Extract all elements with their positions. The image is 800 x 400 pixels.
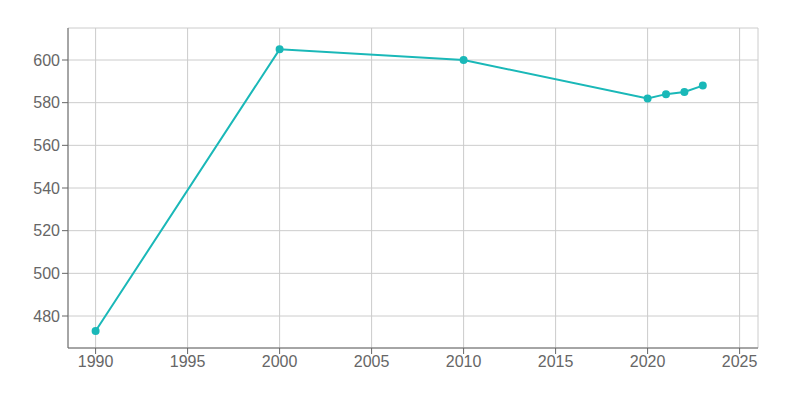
- svg-text:2000: 2000: [262, 353, 298, 370]
- svg-text:2005: 2005: [354, 353, 390, 370]
- svg-text:600: 600: [33, 52, 60, 69]
- svg-text:2015: 2015: [538, 353, 574, 370]
- svg-text:2010: 2010: [446, 353, 482, 370]
- svg-text:2020: 2020: [630, 353, 666, 370]
- svg-text:1990: 1990: [78, 353, 114, 370]
- svg-text:1995: 1995: [170, 353, 206, 370]
- svg-text:480: 480: [33, 308, 60, 325]
- svg-text:580: 580: [33, 94, 60, 111]
- svg-text:520: 520: [33, 222, 60, 239]
- svg-text:560: 560: [33, 137, 60, 154]
- svg-text:2025: 2025: [722, 353, 758, 370]
- svg-text:540: 540: [33, 180, 60, 197]
- svg-text:500: 500: [33, 265, 60, 282]
